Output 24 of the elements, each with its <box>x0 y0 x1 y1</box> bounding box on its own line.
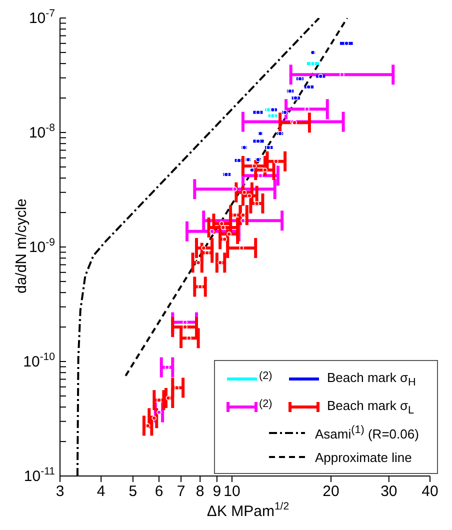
legend-label: Approximate line <box>315 450 412 464</box>
x-tick-label: 3 <box>56 483 64 500</box>
x-tick-label: 40 <box>422 483 438 500</box>
x-tick-label: 6 <box>154 483 164 500</box>
x-tick-label: 30 <box>380 483 398 500</box>
legend-label: (2) <box>259 370 272 382</box>
x-tick-label: 9 <box>212 483 222 500</box>
x-tick-label: 5 <box>128 483 138 500</box>
y-tick-label: 10$^{-8}$ <box>28 122 56 142</box>
x-tick-label: 8 <box>196 483 204 500</box>
x-axis-title: ΔK MPam$^{1/2}$ <box>206 500 290 520</box>
legend-label: Beach mark σ$_{L}$ <box>327 398 414 416</box>
y-tick-label: 10$^{-9}$ <box>28 236 56 256</box>
legend-label: Beach mark σ$_{H}$ <box>327 370 416 388</box>
y-tick-label: 10$^{-10}$ <box>23 350 56 370</box>
x-tick-label: 7 <box>176 483 186 500</box>
legend-label: (2) <box>259 398 272 410</box>
y-axis-title: da/dN m/cycle <box>13 198 30 294</box>
x-tick-label: 4 <box>96 483 106 500</box>
y-tick-label: 10$^{-11}$ <box>24 465 56 485</box>
y-tick-label: 10$^{-7}$ <box>28 7 56 27</box>
x-tick-label: 10 <box>224 483 240 500</box>
x-tick-label: 20 <box>322 483 340 500</box>
legend-label: Asami$^{(1)}$ (R=0.06) <box>315 424 419 442</box>
